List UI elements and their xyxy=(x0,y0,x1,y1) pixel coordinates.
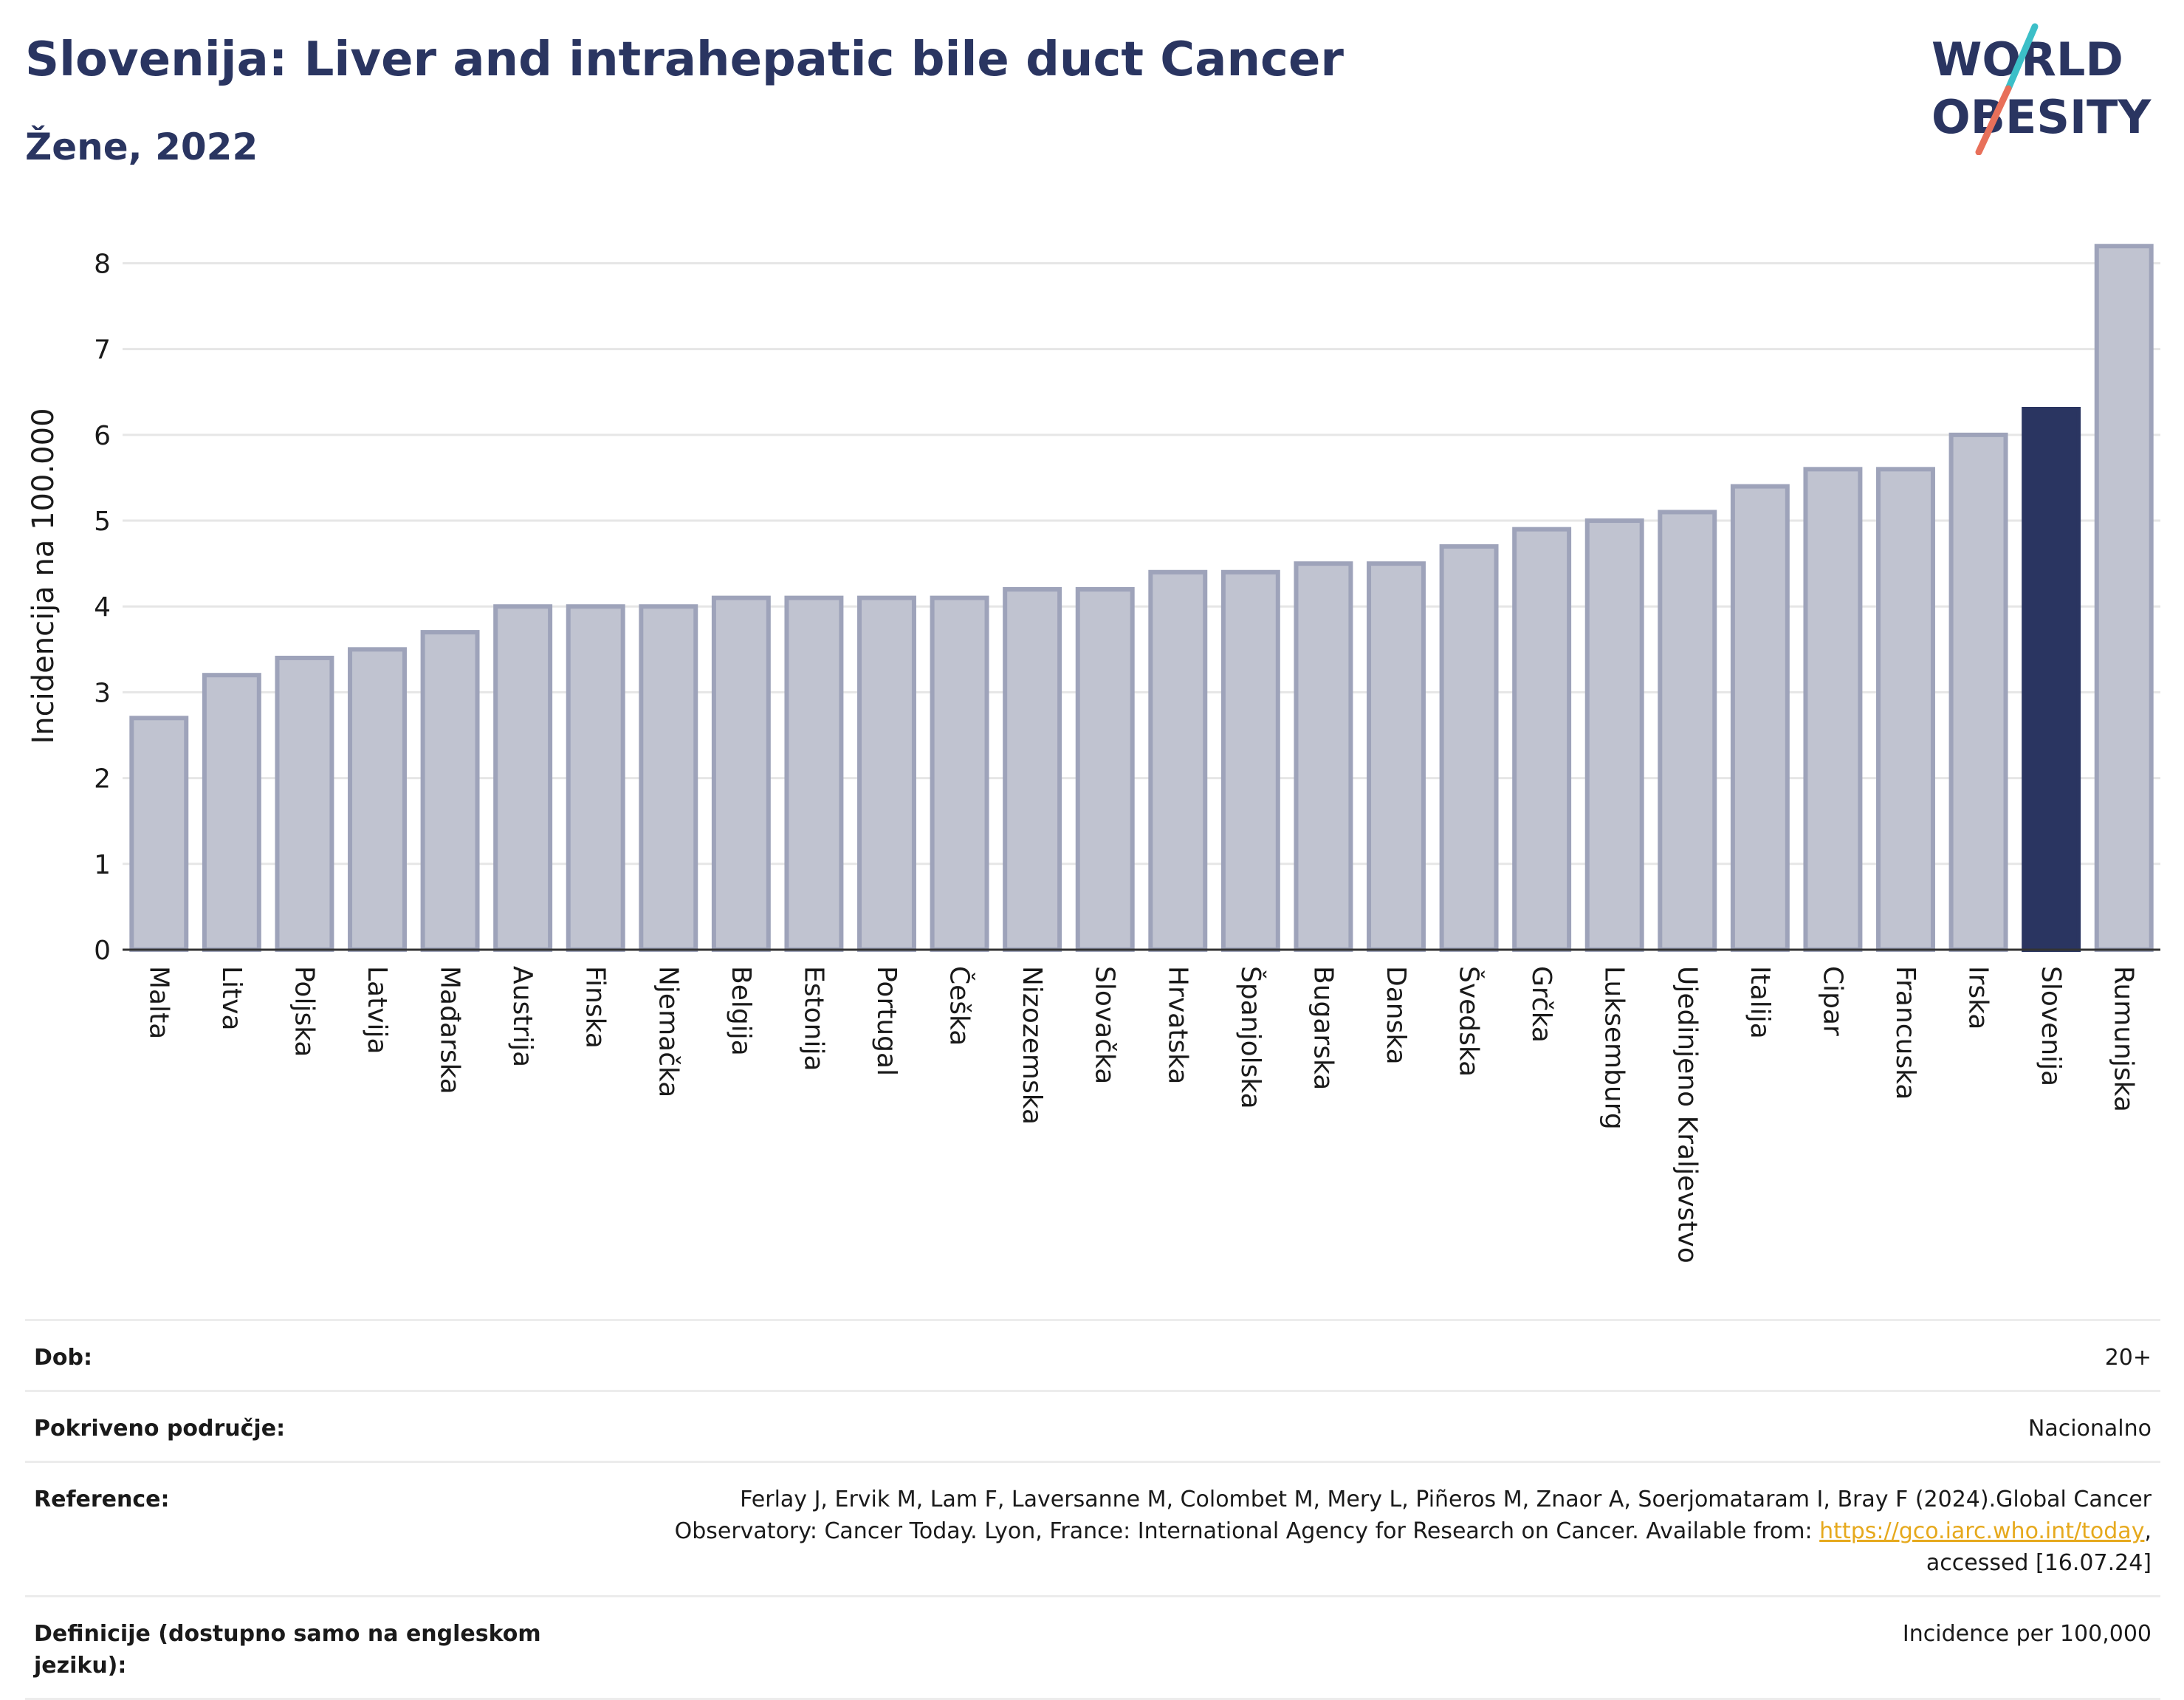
x-tick-label: Češka xyxy=(944,966,975,1046)
x-tick-label: Ujedinjeno Kraljevstvo xyxy=(1672,966,1702,1264)
meta-row-age: Dob: 20+ xyxy=(25,1319,2160,1390)
bar-bugarska xyxy=(1294,561,1353,952)
x-tick-label: Slovačka xyxy=(1090,966,1120,1084)
reference-line3: accessed [16.07.24] xyxy=(1926,1550,2152,1576)
reference-line2-suffix: , xyxy=(2144,1518,2152,1544)
logo-slash-bottom xyxy=(1975,85,2012,155)
meta-label-coverage: Pokriveno područje: xyxy=(34,1416,286,1442)
y-tick-label: 2 xyxy=(94,764,111,795)
x-tick-label: Hrvatska xyxy=(1162,966,1192,1084)
x-tick-label: Latvija xyxy=(362,966,392,1055)
bar-ujedinjeno-kraljevstvo xyxy=(1658,510,1717,952)
y-tick-label: 0 xyxy=(94,936,111,966)
logo-line2: OBESITY xyxy=(1931,90,2152,144)
x-tick-label: Belgija xyxy=(726,966,756,1056)
meta-value-definitions: Incidence per 100,000 xyxy=(1902,1621,2152,1647)
bar-švedska xyxy=(1439,544,1499,952)
bar-luksemburg xyxy=(1584,518,1644,952)
x-tick-label: Grčka xyxy=(1526,966,1556,1043)
reference-link[interactable]: https://gco.iarc.who.int/today xyxy=(1819,1518,2145,1544)
bar-grčka xyxy=(1512,527,1572,952)
bar-slovačka xyxy=(1075,587,1135,952)
bar-austrija xyxy=(493,604,553,952)
bar-latvija xyxy=(348,647,407,952)
x-tick-label: Portugal xyxy=(871,966,902,1076)
x-tick-label: Poljska xyxy=(289,966,319,1058)
y-tick-label: 8 xyxy=(94,249,111,279)
meta-label-reference: Reference: xyxy=(34,1487,170,1512)
x-tick-label: Finska xyxy=(580,966,611,1049)
reference-line2-text: Observatory: Cancer Today. Lyon, France:… xyxy=(674,1518,1820,1544)
bar-layer xyxy=(129,244,2154,953)
y-tick-label: 7 xyxy=(94,335,111,366)
x-tick-label: Nizozemska xyxy=(1017,966,1047,1125)
bar-hrvatska xyxy=(1148,569,1208,952)
bar-cipar xyxy=(1803,467,1863,953)
reference-line1: Ferlay J, Ervik M, Lam F, Laversanne M, … xyxy=(740,1487,2152,1512)
meta-row-definitions: Definicije (dostupno samo na engleskom j… xyxy=(25,1595,2160,1700)
meta-label-definitions: Definicije (dostupno samo na engleskom j… xyxy=(34,1621,541,1679)
y-tick-label: 3 xyxy=(94,678,111,708)
axis-layer: 0 1 2 3 4 5 6 7 8 Malta Litva Poljska Latvija Mađarsk… xyxy=(94,249,2160,1264)
chart-title: Slovenija: Liver and intrahepatic bile d… xyxy=(25,32,1344,87)
bar-malta xyxy=(129,716,189,952)
x-tick-label: Estonija xyxy=(798,966,828,1072)
bar-danska xyxy=(1367,561,1426,952)
metadata-table: Dob: 20+ Pokriveno područje: Nacionalno … xyxy=(25,1319,2160,1700)
y-axis-label: Incidencija na 100.000 xyxy=(27,408,61,744)
x-tick-label: Italija xyxy=(1745,966,1775,1039)
bar-njemačka xyxy=(639,604,698,952)
bar-francuska xyxy=(1876,467,1935,953)
y-tick-label: 6 xyxy=(94,421,111,451)
x-tick-label: Austrija xyxy=(507,966,538,1067)
bar-nizozemska xyxy=(1003,587,1062,952)
y-tick-label: 1 xyxy=(94,850,111,880)
y-tick-label: 5 xyxy=(94,507,111,537)
bar-rumunjska xyxy=(2094,244,2154,952)
bar-italija xyxy=(1730,484,1790,953)
bar-estonija xyxy=(784,595,844,952)
bar-chart: 0 1 2 3 4 5 6 7 8 Malta Litva Poljska Latvija Mađarsk… xyxy=(27,244,2160,1264)
x-tick-label: Rumunjska xyxy=(2109,966,2139,1112)
reference-line2: Observatory: Cancer Today. Lyon, France:… xyxy=(595,1515,2152,1547)
bar-litva xyxy=(202,673,261,952)
x-tick-label: Litva xyxy=(216,966,247,1031)
world-obesity-logo: WORLD OBESITY xyxy=(1931,23,2152,155)
bar-finska xyxy=(566,604,625,952)
x-tick-label: Bugarska xyxy=(1308,966,1338,1090)
bar-mađarska xyxy=(420,630,480,952)
x-tick-label: Mađarska xyxy=(435,966,465,1094)
x-tick-label: Danska xyxy=(1381,966,1411,1065)
meta-value-reference: Ferlay J, Ervik M, Lam F, Laversanne M, … xyxy=(595,1484,2152,1579)
x-tick-label: Francuska xyxy=(1890,966,1920,1100)
logo-slash-top xyxy=(2005,23,2039,92)
x-tick-label: Cipar xyxy=(1817,966,1847,1036)
meta-row-coverage: Pokriveno područje: Nacionalno xyxy=(25,1390,2160,1461)
bar-portugal xyxy=(857,595,916,952)
bar-španjolska xyxy=(1220,569,1280,952)
x-tick-label: Malta xyxy=(143,966,174,1039)
chart-subtitle: Žene, 2022 xyxy=(25,126,258,168)
bar-češka xyxy=(930,595,989,952)
meta-value-age: 20+ xyxy=(2104,1345,2152,1371)
x-tick-label: Španjolska xyxy=(1235,966,1266,1109)
x-tick-label: Slovenija xyxy=(2036,966,2066,1086)
meta-label-age: Dob: xyxy=(34,1345,92,1371)
x-tick-label: Luksemburg xyxy=(1599,966,1630,1130)
y-tick-label: 4 xyxy=(94,592,111,623)
x-tick-label: Njemačka xyxy=(653,966,683,1097)
bar-irska xyxy=(1948,432,2008,953)
bar-slovenija xyxy=(2022,407,2081,952)
bar-belgija xyxy=(711,595,771,952)
meta-value-coverage: Nacionalno xyxy=(2027,1416,2152,1442)
bar-poljska xyxy=(275,655,334,952)
x-tick-label: Irska xyxy=(1963,966,1994,1029)
x-tick-label: Švedska xyxy=(1454,966,1485,1077)
meta-row-reference: Reference: Ferlay J, Ervik M, Lam F, Lav… xyxy=(25,1461,2160,1595)
